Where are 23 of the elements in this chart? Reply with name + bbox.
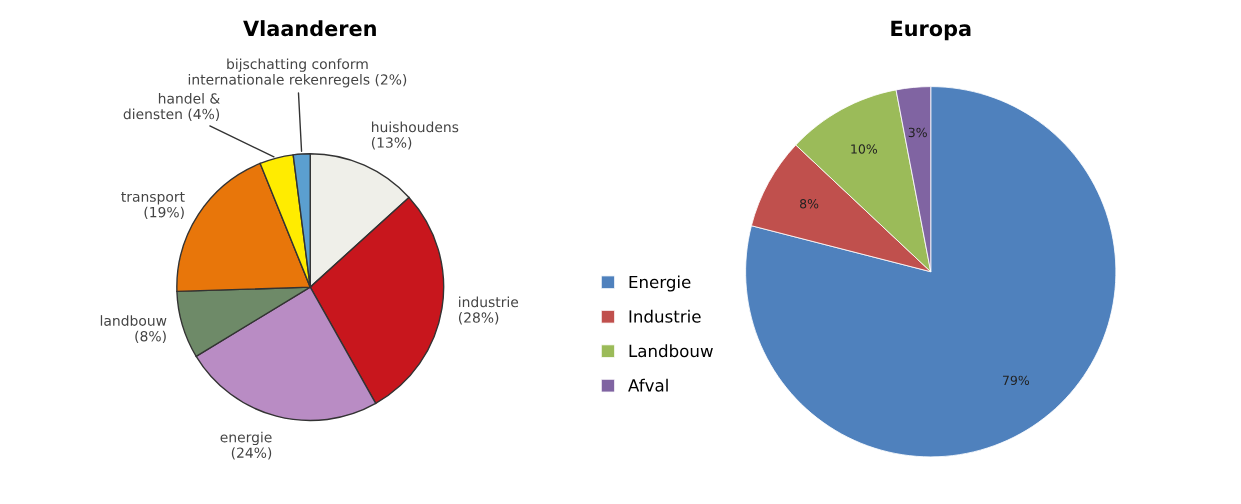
data-label: (28%) (458, 312, 499, 325)
data-label: 10% (851, 144, 878, 154)
data-label: 79% (1002, 375, 1030, 386)
slice-label: huishoudens (371, 121, 459, 133)
legend-label: Industrie (629, 309, 701, 323)
pie-slice (745, 86, 1117, 458)
slice-label: transport (121, 191, 185, 205)
slice-label: bijschatting conform internationale rekenregels (2%) (188, 58, 407, 88)
chart-title: Vlaanderen (243, 20, 376, 37)
data-label: (19%) (144, 206, 184, 220)
legend-label: Landbouw (629, 344, 713, 358)
slice-label: energie (220, 431, 272, 446)
data-label: 3% (908, 127, 927, 138)
data-label: (24%) (231, 447, 272, 460)
slice-label: landbouw (100, 315, 167, 326)
legend-label: Afval (628, 378, 668, 392)
data-label: 8% (800, 199, 819, 209)
slice-label: handel & diensten (4%) (123, 92, 220, 121)
data-label: (13%) (371, 137, 412, 150)
slice-label: industrie (459, 296, 519, 308)
data-label: (8%) (135, 330, 166, 344)
legend-label: Energie (629, 275, 691, 292)
chart-title: Europa (891, 20, 971, 41)
